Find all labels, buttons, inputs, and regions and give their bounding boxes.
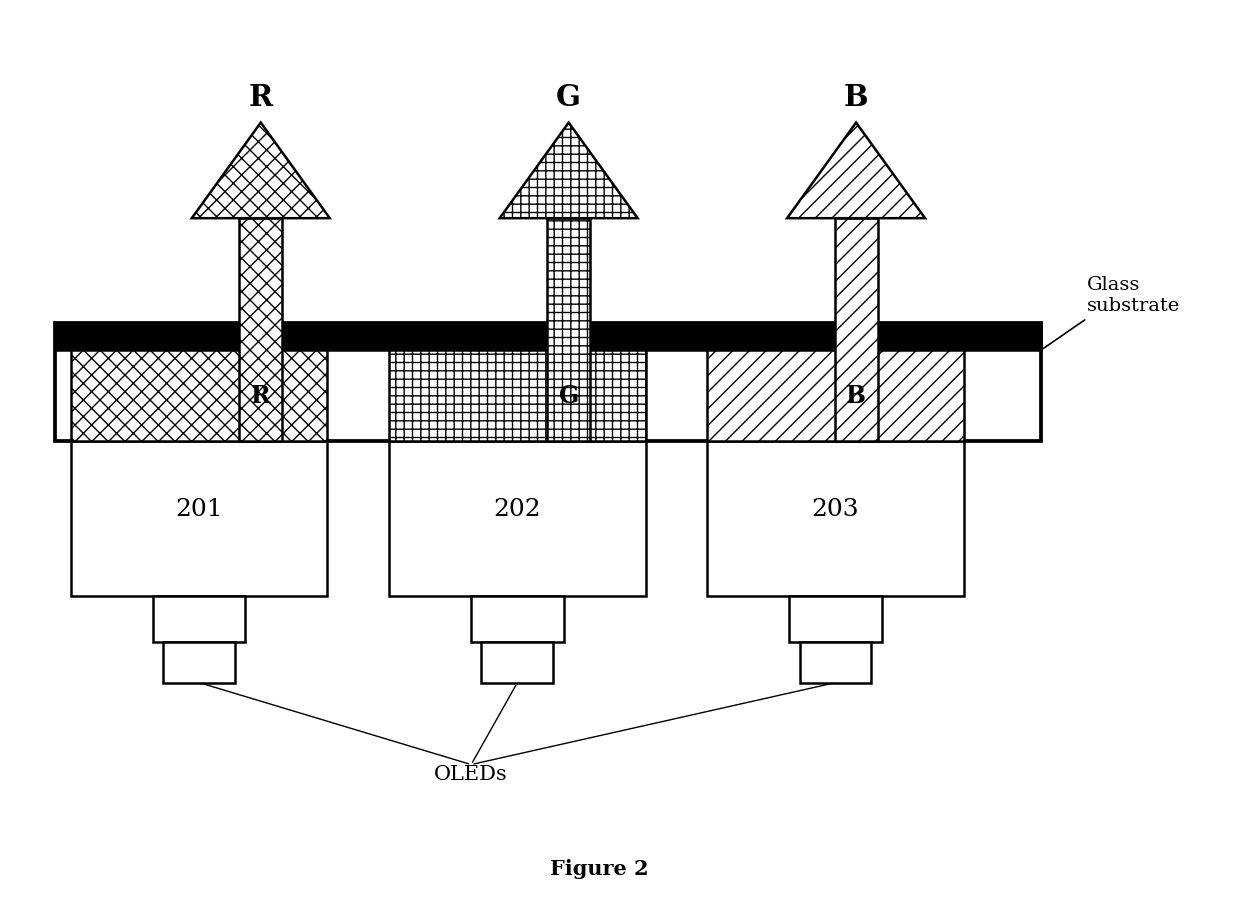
Bar: [547, 218, 590, 441]
Bar: [707, 441, 963, 596]
Text: Glass
substrate: Glass substrate: [1087, 277, 1180, 315]
Text: R: R: [250, 384, 270, 408]
Polygon shape: [787, 122, 925, 218]
Text: Figure 2: Figure 2: [551, 859, 649, 879]
Bar: [56, 324, 1040, 350]
Bar: [790, 596, 882, 641]
Bar: [153, 596, 246, 641]
Bar: [835, 218, 878, 441]
Bar: [164, 641, 236, 683]
Text: 202: 202: [494, 498, 541, 521]
Bar: [800, 641, 872, 683]
Text: B: B: [843, 83, 868, 111]
Bar: [71, 350, 327, 441]
Text: OLEDs: OLEDs: [434, 765, 508, 784]
Bar: [71, 441, 327, 596]
Bar: [389, 441, 646, 596]
Text: 203: 203: [812, 498, 859, 521]
Text: 201: 201: [175, 498, 223, 521]
Text: G: G: [557, 83, 582, 111]
Bar: [481, 641, 553, 683]
Text: R: R: [249, 83, 273, 111]
Bar: [239, 218, 283, 441]
Text: G: G: [558, 384, 579, 408]
Bar: [389, 350, 646, 441]
Polygon shape: [192, 122, 330, 218]
Bar: [471, 596, 563, 641]
Bar: [56, 323, 1040, 441]
Text: B: B: [846, 384, 866, 408]
Polygon shape: [500, 122, 637, 218]
Bar: [707, 350, 963, 441]
